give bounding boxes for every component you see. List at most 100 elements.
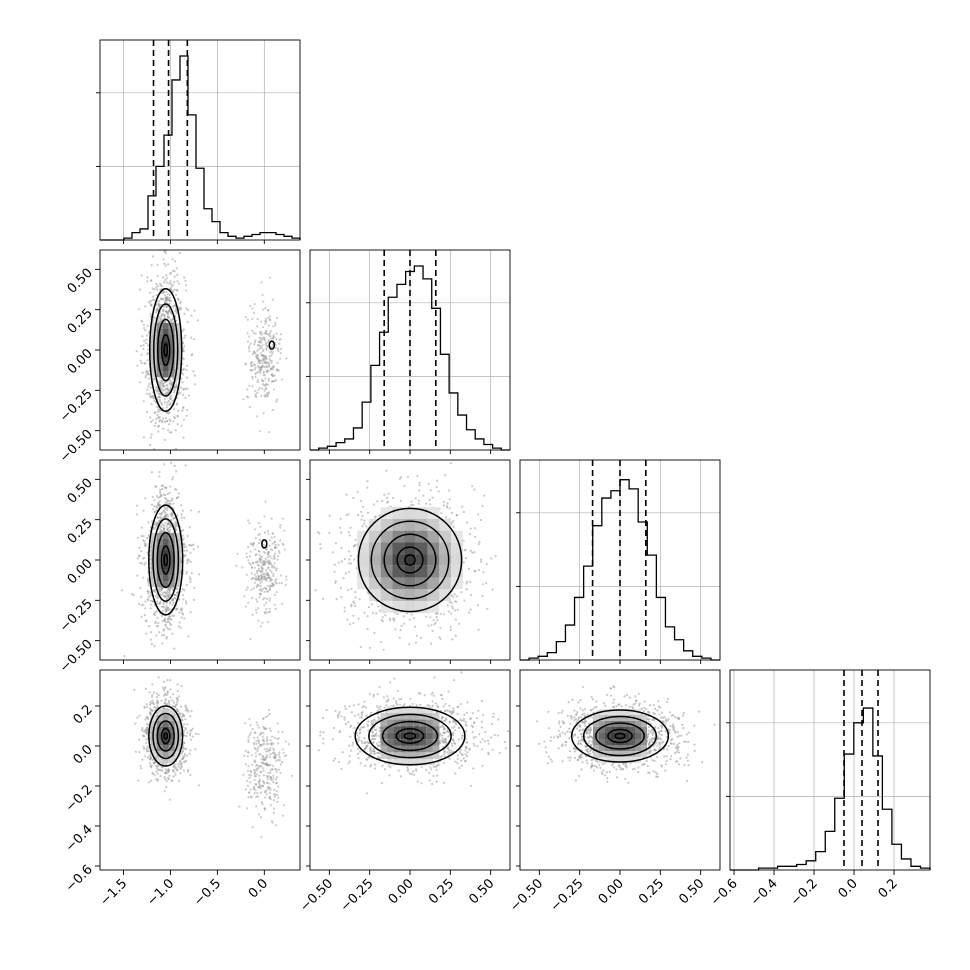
scatter-point <box>267 309 270 312</box>
scatter-point <box>165 281 168 284</box>
scatter-point <box>448 498 451 501</box>
scatter-point <box>193 374 196 377</box>
scatter-point <box>159 400 162 403</box>
density-cell <box>162 347 169 353</box>
pair-panel-4-1 <box>99 669 301 871</box>
scatter-point <box>263 531 267 534</box>
contour-level-5 <box>404 554 416 566</box>
scatter-point <box>357 617 360 620</box>
scatter-point <box>473 488 476 491</box>
scatter-point <box>473 551 476 554</box>
scatter-point <box>266 584 269 587</box>
scatter-point <box>161 420 164 424</box>
scatter-point <box>186 770 189 773</box>
scatter-point <box>158 471 161 474</box>
scatter-point <box>178 251 181 255</box>
scatter-point <box>145 706 149 709</box>
scatter-point <box>334 579 337 583</box>
scatter-point <box>169 688 172 691</box>
density-cell <box>168 335 175 341</box>
scatter-point <box>469 549 472 553</box>
density-cell <box>380 507 393 519</box>
scatter-point <box>263 597 266 600</box>
scatter-point <box>258 538 262 542</box>
scatter-point <box>184 279 187 282</box>
scatter-point <box>150 433 153 436</box>
scatter-point <box>410 500 413 503</box>
scatter-point <box>448 489 451 492</box>
scatter-point <box>256 349 259 352</box>
contour-island <box>261 539 268 549</box>
scatter-point <box>269 351 272 354</box>
scatter-point <box>177 492 180 495</box>
scatter-point <box>151 320 154 323</box>
scatter-point <box>334 542 337 545</box>
scatter-point <box>442 504 445 507</box>
scatter-point <box>176 514 179 517</box>
scatter-point <box>340 560 343 563</box>
scatter-point <box>160 589 163 592</box>
scatter-point <box>480 560 483 563</box>
scatter-point <box>156 307 159 310</box>
scatter-point <box>439 637 442 641</box>
scatter-point <box>380 640 383 643</box>
scatter-point <box>271 566 274 569</box>
density-cell <box>368 530 381 543</box>
scatter-point <box>184 396 187 399</box>
scatter-point <box>168 774 171 778</box>
histogram-4 <box>730 707 931 871</box>
density-cell <box>150 581 157 587</box>
scatter-point <box>261 350 264 353</box>
scatter-point <box>261 344 264 347</box>
scatter-point <box>251 385 254 388</box>
scatter-point <box>141 371 144 374</box>
scatter-point <box>465 588 468 591</box>
scatter-point <box>274 552 277 556</box>
scatter-point <box>145 703 148 706</box>
scatter-point <box>262 563 265 566</box>
scatter-point <box>175 703 178 706</box>
scatter-point <box>362 505 365 508</box>
scatter-point <box>142 576 145 579</box>
scatter-point <box>529 602 531 604</box>
scatter-point <box>273 562 276 565</box>
scatter-point <box>167 701 171 704</box>
scatter-point <box>172 408 176 411</box>
scatter-point <box>169 601 172 604</box>
scatter-point <box>451 595 454 598</box>
scatter-point <box>139 344 143 347</box>
scatter-point <box>268 276 271 279</box>
contour-level-4 <box>160 333 171 367</box>
scatter-point <box>157 303 160 306</box>
scatter-point <box>143 614 146 617</box>
scatter-point <box>146 392 149 395</box>
scatter-point <box>273 593 276 597</box>
scatter-point <box>161 417 165 420</box>
scatter-point <box>149 386 152 389</box>
scatter-point <box>477 628 480 631</box>
scatter-point <box>149 638 152 641</box>
scatter-point <box>245 573 248 576</box>
scatter-point <box>455 595 458 598</box>
scatter-point <box>140 274 143 277</box>
scatter-point <box>350 605 353 608</box>
scatter-point <box>144 362 147 365</box>
scatter-point <box>160 513 163 516</box>
scatter-point <box>431 629 434 633</box>
scatter-point <box>149 302 152 305</box>
scatter-point <box>277 555 280 558</box>
scatter-point <box>143 540 146 543</box>
scatter-point <box>181 712 184 715</box>
scatter-point <box>343 606 346 609</box>
scatter-point <box>153 288 156 291</box>
scatter-point <box>168 592 171 595</box>
scatter-point <box>173 450 175 452</box>
scatter-point <box>184 334 187 337</box>
scatter-point <box>145 338 148 341</box>
scatter-point <box>183 589 186 592</box>
scatter-point <box>382 648 385 651</box>
density-cell <box>439 542 451 555</box>
scatter-point <box>154 242 156 244</box>
scatter-point <box>163 294 166 297</box>
scatter-point <box>197 733 200 736</box>
